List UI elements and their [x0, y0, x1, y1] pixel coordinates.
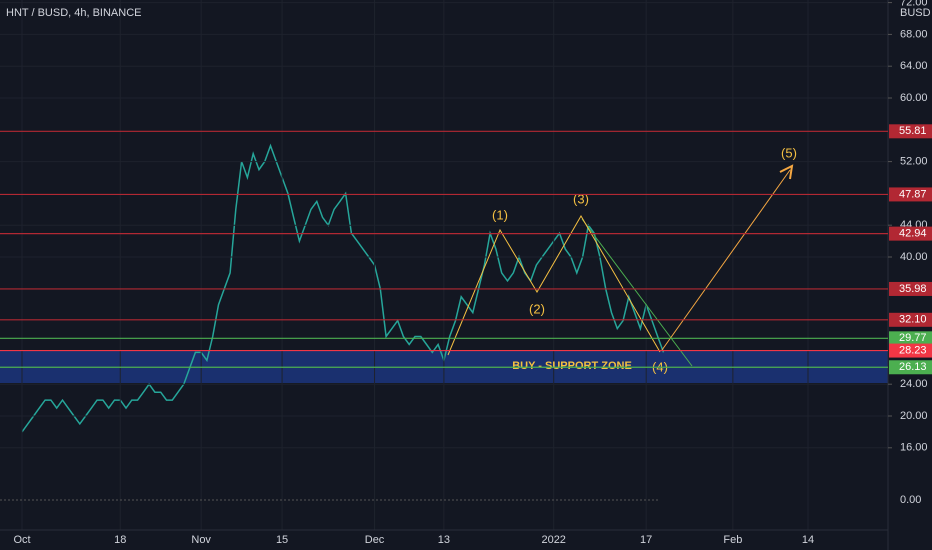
- x-tick-label: Feb: [723, 534, 742, 546]
- zone-label: BUY - SUPPORT ZONE: [512, 360, 632, 372]
- x-tick-label: Dec: [365, 534, 385, 546]
- arrow-head: [779, 164, 794, 180]
- wave-label: (2): [529, 301, 545, 316]
- x-tick-label: 14: [802, 534, 814, 546]
- level-tag: [889, 124, 932, 139]
- x-tick-label: Nov: [191, 534, 211, 546]
- trend-line: [581, 218, 693, 367]
- level-label: 32.10: [899, 314, 927, 326]
- level-tag: [889, 187, 932, 202]
- level-label: 28.23: [899, 344, 927, 356]
- x-tick-label: 15: [276, 534, 288, 546]
- chart-title: HNT / BUSD, 4h, BINANCE: [6, 7, 142, 19]
- y-tick-label: 16.00: [900, 442, 928, 454]
- level-label: 47.87: [899, 188, 927, 200]
- level-tag: [889, 312, 932, 327]
- x-tick-label: 13: [438, 534, 450, 546]
- currency-label: BUSD: [900, 7, 931, 19]
- y-tick-label: 64.00: [900, 60, 928, 72]
- y-tick-label: 20.00: [900, 410, 928, 422]
- price-line: [21, 143, 665, 433]
- level-label: 35.98: [899, 283, 927, 295]
- level-label: 42.94: [899, 228, 927, 240]
- y-tick-label: 24.00: [900, 378, 928, 390]
- x-tick-label: 18: [114, 534, 126, 546]
- level-tag: [889, 331, 932, 346]
- wave-label: (1): [492, 207, 508, 222]
- y-tick-label: 40.00: [900, 251, 928, 263]
- wave-label: (5): [781, 145, 797, 160]
- indicator-tick-label: 0.00: [900, 494, 921, 506]
- level-tag: [889, 281, 932, 296]
- level-label: 55.81: [899, 125, 927, 137]
- wave-label: (3): [573, 191, 589, 206]
- level-tag: [889, 343, 932, 358]
- wave-line: [447, 215, 661, 356]
- level-label: 29.77: [899, 332, 927, 344]
- level-tag: [889, 226, 932, 241]
- x-tick-label: Oct: [13, 534, 30, 546]
- y-tick-label: 52.00: [900, 156, 928, 168]
- level-label: 26.13: [899, 361, 927, 373]
- y-tick-label: 72.00: [900, 0, 928, 9]
- x-tick-label: 17: [640, 534, 652, 546]
- level-tag: [889, 360, 932, 375]
- y-tick-label: 60.00: [900, 92, 928, 104]
- y-tick-label: 68.00: [900, 28, 928, 40]
- x-tick-label: 2022: [541, 534, 565, 546]
